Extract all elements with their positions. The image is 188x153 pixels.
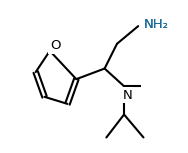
Text: NH₂: NH₂ xyxy=(143,18,168,31)
Text: O: O xyxy=(50,39,60,52)
Text: N: N xyxy=(123,89,133,102)
Text: —: — xyxy=(142,79,156,93)
Text: N: N xyxy=(123,89,133,102)
Text: O: O xyxy=(50,39,60,52)
Text: NH₂: NH₂ xyxy=(143,18,168,31)
